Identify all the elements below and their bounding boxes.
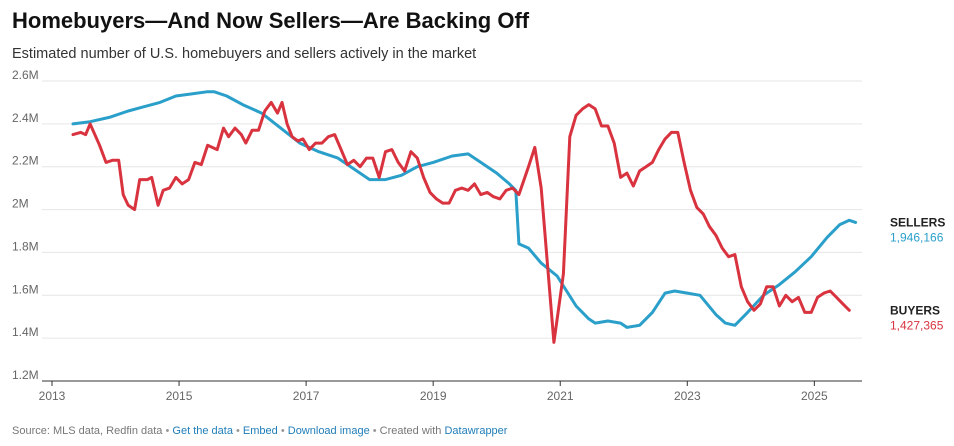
- x-tick-label: 2017: [293, 389, 320, 403]
- buyers-line: [71, 100, 851, 344]
- x-axis: 2013 2015 2017 2019 2021 2023 2025: [39, 380, 862, 403]
- x-tick-label: 2013: [39, 389, 66, 403]
- chart-subtitle: Estimated number of U.S. homebuyers and …: [12, 46, 477, 62]
- y-tick-label: 2.6M: [12, 68, 39, 82]
- get-data-link[interactable]: Get the data: [172, 425, 233, 437]
- y-tick-label: 2.2M: [12, 154, 39, 168]
- y-gridlines: [42, 80, 862, 339]
- y-tick-label: 2.4M: [12, 111, 39, 125]
- y-tick-label: 1.8M: [12, 239, 39, 253]
- datawrapper-link[interactable]: Datawrapper: [444, 425, 508, 437]
- x-tick-label: 2015: [166, 389, 193, 403]
- footer: Source: MLS data, Redfin data • Get the …: [12, 425, 507, 437]
- x-tick-label: 2023: [674, 389, 701, 403]
- embed-link[interactable]: Embed: [242, 425, 278, 437]
- y-tick-label: 2M: [12, 197, 29, 211]
- footer-separator: •: [232, 425, 243, 437]
- footer-separator: •: [369, 425, 380, 437]
- source-text: Source: MLS data, Redfin data: [12, 425, 163, 437]
- y-tick-label: 1.6M: [12, 282, 39, 296]
- y-tick-label: 1.2M: [12, 368, 39, 382]
- series-lines: [71, 90, 858, 344]
- footer-separator: •: [162, 425, 173, 437]
- sellers-label: SELLERS: [890, 215, 945, 229]
- footer-separator: •: [277, 425, 288, 437]
- x-tick-label: 2025: [801, 389, 828, 403]
- y-axis-ticks: 1.2M 1.4M 1.6M 1.8M 2M 2.2M 2.4M 2.6M: [12, 68, 39, 382]
- chart-title: Homebuyers—And Now Sellers—Are Backing O…: [12, 8, 530, 33]
- buyers-value: 1,427,365: [890, 318, 944, 332]
- buyers-label: BUYERS: [890, 303, 940, 317]
- sellers-line: [71, 90, 858, 329]
- y-tick-label: 1.4M: [12, 325, 39, 339]
- x-tick-label: 2019: [420, 389, 447, 403]
- created-with-text: Created with: [379, 425, 442, 437]
- sellers-value: 1,946,166: [890, 230, 944, 244]
- x-tick-label: 2021: [547, 389, 574, 403]
- download-image-link[interactable]: Download image: [287, 425, 370, 437]
